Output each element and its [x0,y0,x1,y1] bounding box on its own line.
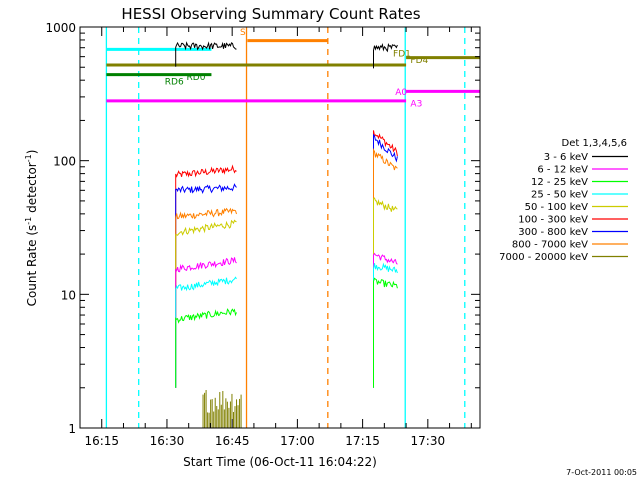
y-axis-label-part: ) [25,150,39,155]
data-series-line [175,308,237,388]
x-tick-label: 17:00 [280,434,315,448]
flag-label: FD4 [410,56,428,66]
flag-label: A3 [410,99,422,109]
chart-title: HESSI Observing Summary Count Rates [121,5,420,23]
footer-timestamp: 7-Oct-2011 00:05 [566,468,637,477]
data-series-line [373,262,398,388]
data-series-line [373,252,398,388]
legend-label: 25 - 50 keV [531,190,588,201]
flag-label: S [240,28,246,38]
y-tick-label: 100 [53,155,76,169]
data-series-line [373,42,398,69]
data-series-line [373,147,398,388]
legend-label: 100 - 300 keV [518,215,588,226]
legend-title: Det 1,3,4,5,6 [562,138,627,149]
y-tick-label: 1000 [45,21,76,35]
y-axis-label-superscript: -1 [24,154,33,162]
flag-label: A0 [395,88,407,98]
x-tick-label: 16:30 [150,434,185,448]
data-series-line [175,183,237,388]
x-tick-label: 16:45 [215,434,250,448]
data-series-line [373,197,398,388]
legend-label: 300 - 800 keV [518,227,588,238]
y-axis-label-part: detector [25,162,39,217]
flag-label: RD6 [165,78,184,88]
legend-label: 12 - 25 keV [531,177,588,188]
x-tick-label: 17:15 [345,434,380,448]
plot-frame [79,26,481,429]
data-series-line [373,133,398,388]
data-series-line [175,219,237,388]
data-series-line [175,257,237,388]
data-series-line [175,164,237,388]
legend-label: 3 - 6 keV [544,152,588,163]
data-series-line [175,276,237,388]
x-axis-label: Start Time (06-Oct-11 16:04:22) [183,455,377,469]
y-tick-label: 1 [68,422,76,436]
data-series-line [373,130,398,388]
y-tick-label: 10 [61,288,76,302]
flag-label: FD1 [393,50,411,60]
x-tick-label: 16:15 [84,434,119,448]
flag-label: RD0 [187,73,206,83]
data-series-line [373,277,398,388]
legend-label: 6 - 12 keV [537,165,588,176]
data-series-line [175,41,237,67]
y-axis-label-superscript: -1 [24,217,33,225]
legend-label: 7000 - 20000 keV [499,252,588,263]
y-axis-label: Count Rate (s-1 detector-1) [24,150,39,307]
legend-label: 50 - 100 keV [525,202,589,213]
legend-label: 800 - 7000 keV [512,240,588,251]
x-tick-label: 17:30 [411,434,446,448]
y-axis-label-part: Count Rate (s [25,225,39,307]
data-series-line [175,207,237,388]
